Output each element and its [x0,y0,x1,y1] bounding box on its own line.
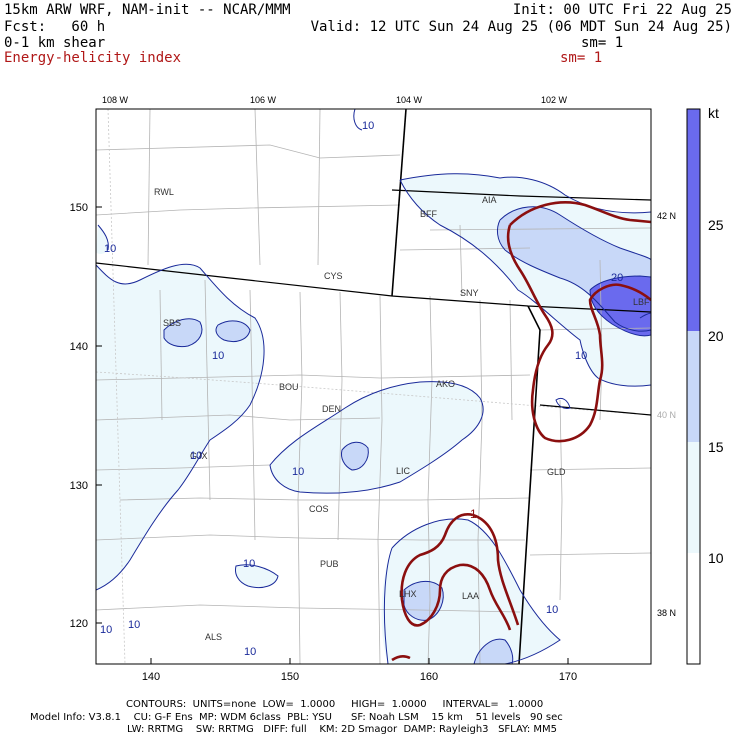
station-label: ALS [205,632,222,642]
colorbar-tick: 25 [708,217,724,233]
shear-contour-label: 10 [243,558,255,570]
lon-labels: 108 W 106 W 104 W 102 W [102,95,568,105]
station-label: LIC [396,466,411,476]
shear-contour-label: 10 [546,604,558,616]
latlon-grid [96,109,651,664]
shear-contour-label: 10 [212,350,224,362]
lon-label: 102 W [541,95,568,105]
station-label: LBF [633,297,650,307]
shear-contours [96,109,651,664]
shear-contour-label: 10 [244,646,256,658]
y-axis-labels: 150 140 130 120 [70,202,88,630]
y-axis-label: 130 [70,480,88,492]
y-axis-label: 120 [70,618,88,630]
station-label: SNY [460,288,479,298]
shear-contour-label-group: 10 10 10 10 10 10 10 10 10 10 10 20 1 [100,120,623,658]
station-label: LHX [399,589,417,599]
colorbar-unit: kt [708,105,719,121]
x-axis-labels: 140 150 160 170 [142,671,577,683]
x-axis-label: 170 [559,671,577,683]
station-label: RWL [154,187,174,197]
x-axis-label: 150 [281,671,299,683]
x-axis-label: 140 [142,671,160,683]
init-time: Init: 00 UTC Fri 22 Aug 25 [512,2,732,18]
contour-info: CONTOURS: UNITS=none LOW= 1.0000 HIGH= 1… [126,699,544,710]
shear-contour-label: 10 [128,619,140,631]
x-axis-ticks [150,658,569,664]
colorbar-segment-25 [687,109,700,331]
station-label: BFF [420,209,438,219]
map-plot-area: RWL BFF AIA CYS SNY LBF SBS BOU DEN AKO … [96,109,651,664]
model-info-line1: Model Info: V3.8.1 CU: G-F Ens MP: WDM 6… [30,712,563,723]
lat-label: 40 N [657,410,676,420]
colorbar-frame [686,108,701,665]
station-label: AIA [482,195,497,205]
ehi-contours [391,201,651,662]
shear-contour-label: 10 [104,243,116,255]
y-axis-label: 150 [70,202,88,214]
shear-smoothing: sm= 1 [581,35,624,51]
station-label: GLD [547,467,566,477]
station-label: GJX [190,451,208,461]
colorbar: kt 25 20 15 10 [686,105,724,665]
colorbar-segment-0 [687,553,700,664]
y-axis-ticks [96,206,102,624]
station-label: COS [309,504,329,514]
station-label: BOU [279,382,299,392]
station-label: AKO [436,379,455,389]
ehi-smoothing: sm= 1 [560,50,603,66]
state-borders [96,109,651,664]
colorbar-segment-10 [687,442,700,553]
colorbar-ticks: 25 20 15 10 [708,217,724,566]
lon-label: 104 W [396,95,423,105]
colorbar-segment-15 [687,331,700,442]
shear-contour-label: 10 [100,624,112,636]
colorbar-tick: 10 [708,550,724,566]
station-label: DEN [322,404,341,414]
ehi-contour-label: 1 [470,507,477,521]
x-axis-label: 160 [420,671,438,683]
shear-contour-label: 10 [362,120,374,132]
lat-label: 38 N [657,608,676,618]
lon-label: 108 W [102,95,129,105]
plot-frame [95,108,652,665]
y-axis-label: 140 [70,341,88,353]
station-label: CYS [324,271,343,281]
shear-contour-label: 10 [292,466,304,478]
colorbar-tick: 20 [708,328,724,344]
shear-contour-label: 20 [611,272,623,284]
station-label: LAA [462,591,479,601]
model-info-line2: LW: RRTMG SW: RRTMG DIFF: full KM: 2D Sm… [127,724,557,735]
shear-contour-label: 10 [575,350,587,362]
field-shear-title: 0-1 km shear [4,35,106,51]
model-title: 15km ARW WRF, NAM-init -- NCAR/MMM [4,2,291,18]
field-ehi-title: Energy-helicity index [4,50,182,66]
lat-labels: 42 N 40 N 38 N [657,211,676,618]
valid-time: Valid: 12 UTC Sun 24 Aug 25 (06 MDT Sun … [310,19,732,35]
shear-contour-label: 10 [190,450,202,462]
forecast-hour: Fcst: 60 h [4,19,106,35]
station-label: PUB [320,559,339,569]
station-labels: RWL BFF AIA CYS SNY LBF SBS BOU DEN AKO … [154,187,650,642]
colorbar-tick: 15 [708,439,724,455]
lon-label: 106 W [250,95,277,105]
lat-label: 42 N [657,211,676,221]
station-label: SBS [163,318,181,328]
